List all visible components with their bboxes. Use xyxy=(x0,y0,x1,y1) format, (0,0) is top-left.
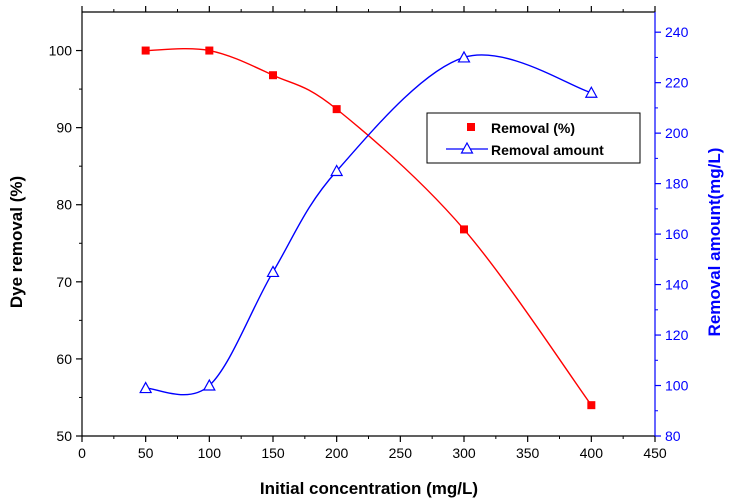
x-tick-label: 350 xyxy=(516,445,540,461)
x-tick-label: 400 xyxy=(580,445,604,461)
right-y-tick-label: 160 xyxy=(665,226,689,242)
legend-box xyxy=(426,112,641,164)
removal-percent-point xyxy=(269,71,277,80)
right-y-tick-label: 80 xyxy=(665,428,681,444)
x-tick-label: 100 xyxy=(198,445,222,461)
x-tick-label: 0 xyxy=(78,445,86,461)
legend: Removal (%) Removal amount xyxy=(426,112,641,164)
right-y-tick-label: 100 xyxy=(665,378,689,394)
x-tick-label: 250 xyxy=(389,445,413,461)
removal-amount-point xyxy=(584,86,598,98)
left-y-axis-title: Dye removal (%) xyxy=(7,176,26,308)
legend-label-amount: Removal amount xyxy=(491,142,604,158)
data-markers xyxy=(139,46,598,410)
removal-percent-curve xyxy=(145,48,592,406)
removal-percent-point xyxy=(141,46,150,55)
right-y-tick-label: 120 xyxy=(665,327,689,343)
removal-percent-point xyxy=(587,401,596,410)
removal-amount-point xyxy=(330,164,344,177)
removal-percent-point xyxy=(460,225,468,234)
x-tick-label: 50 xyxy=(138,445,154,461)
fit-curves xyxy=(145,48,592,406)
left-y-tick-label: 50 xyxy=(56,428,72,444)
x-tick-label: 300 xyxy=(452,445,476,461)
legend-marker-amount xyxy=(460,141,474,154)
x-axis-title: Initial concentration (mg/L) xyxy=(260,479,478,498)
legend-label-removal: Removal (%) xyxy=(491,120,575,136)
legend-marker-removal xyxy=(467,123,475,131)
right-y-tick-label: 220 xyxy=(665,75,689,91)
right-y-axis: 80 100 120 140 160 180 200 220 240 xyxy=(655,24,689,444)
removal-amount-point xyxy=(266,265,280,278)
removal-amount-point xyxy=(202,378,216,391)
right-y-tick-label: 200 xyxy=(665,125,689,141)
left-y-tick-label: 60 xyxy=(56,351,72,367)
right-y-tick-label: 140 xyxy=(665,277,689,293)
x-tick-label: 150 xyxy=(261,445,285,461)
left-y-tick-label: 90 xyxy=(56,120,72,136)
x-tick-label: 450 xyxy=(643,445,667,461)
removal-amount-point xyxy=(457,50,471,63)
removal-amount-point xyxy=(139,381,153,394)
right-y-axis-title: Removal amount(mg/L) xyxy=(705,148,724,337)
removal-amount-curve xyxy=(145,54,592,396)
left-y-tick-label: 80 xyxy=(56,197,72,213)
left-y-axis: 50 60 70 80 90 100 xyxy=(49,43,82,444)
right-y-tick-label: 240 xyxy=(665,24,689,40)
left-y-tick-label: 100 xyxy=(49,43,73,59)
x-tick-label: 200 xyxy=(325,445,349,461)
x-axis: 0 50 100 150 200 250 300 350 400 450 xyxy=(78,6,667,461)
removal-percent-point xyxy=(332,105,341,114)
removal-percent-point xyxy=(205,46,214,55)
right-y-tick-label: 180 xyxy=(665,176,689,192)
left-y-tick-label: 70 xyxy=(56,274,72,290)
